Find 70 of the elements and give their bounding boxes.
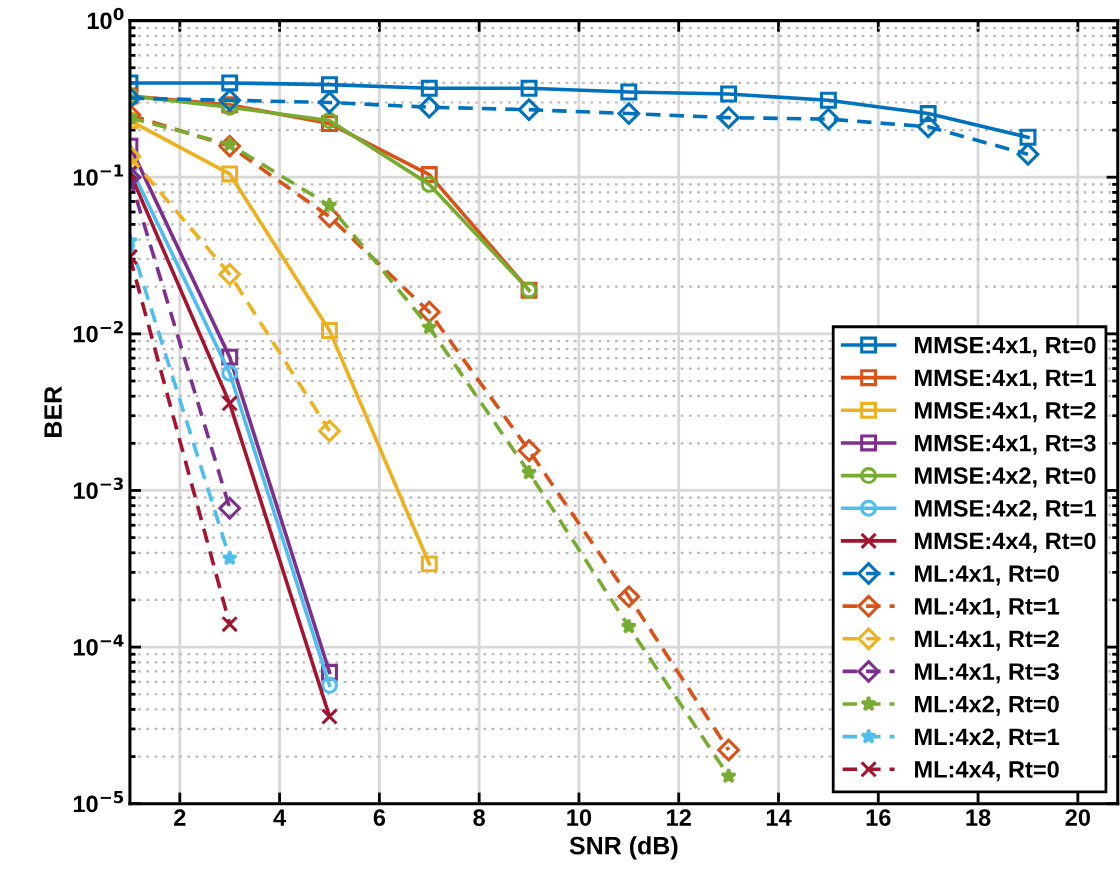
point	[916, 115, 940, 139]
point	[221, 74, 239, 92]
point	[919, 105, 937, 123]
x-tick-label: 18	[966, 809, 991, 826]
point	[717, 106, 740, 130]
legend-label: MMSE:4x1, Rt=3	[915, 434, 1096, 455]
point	[517, 98, 541, 122]
point	[420, 175, 438, 193]
point	[218, 88, 242, 112]
point	[520, 79, 538, 97]
point	[221, 394, 239, 412]
y-tick-label: 10$^{−3}$	[73, 477, 123, 500]
legend-label: ML:4x1, Rt=3	[915, 663, 1059, 684]
legend-label: ML:4x2, Rt=1	[915, 728, 1060, 749]
point	[221, 364, 239, 382]
point	[517, 439, 541, 462]
point	[318, 419, 341, 443]
point	[520, 464, 538, 480]
legend-label: MMSE:4x1, Rt=1	[915, 369, 1096, 390]
point	[620, 83, 638, 101]
y-tick-label: 10$^{0}$	[87, 7, 124, 30]
legend-label: ML:4x1, Rt=0	[915, 565, 1059, 586]
point	[617, 585, 641, 608]
point	[420, 555, 438, 573]
x-axis-title: SNR (dB)	[569, 836, 678, 860]
point	[321, 76, 338, 94]
y-tick-label: 10$^{−2}$	[73, 320, 123, 343]
x-tick-label: 12	[667, 809, 691, 826]
point	[720, 767, 737, 784]
point	[321, 676, 338, 694]
legend-label: MMSE:4x1, Rt=0	[915, 336, 1096, 357]
legend-label: ML:4x4, Rt=0	[915, 761, 1059, 782]
point	[417, 95, 441, 119]
point	[1016, 142, 1040, 166]
legend-label: MMSE:4x4, Rt=0	[915, 532, 1096, 553]
point	[817, 107, 840, 131]
point	[617, 102, 641, 125]
legend-label: MMSE:4x1, Rt=2	[915, 402, 1096, 423]
point	[421, 318, 438, 335]
point	[819, 91, 837, 109]
point	[218, 262, 242, 286]
point	[321, 322, 338, 339]
point	[221, 165, 239, 183]
point	[417, 300, 441, 324]
legend-label: ML:4x1, Rt=2	[915, 630, 1059, 651]
point	[321, 708, 338, 726]
x-tick-label: 14	[766, 809, 792, 826]
x-tick-label: 8	[473, 809, 485, 826]
point	[420, 79, 438, 97]
y-axis-title: BER	[44, 386, 62, 437]
point	[720, 85, 738, 103]
legend-label: ML:4x2, Rt=0	[915, 695, 1059, 716]
x-tick-label: 20	[1065, 809, 1091, 826]
legend-label: ML:4x1, Rt=1	[915, 598, 1060, 619]
y-tick-label: 10$^{−4}$	[73, 634, 124, 656]
point	[318, 91, 341, 114]
point	[218, 134, 242, 158]
point	[321, 197, 338, 213]
point	[717, 738, 740, 762]
x-tick-label: 10	[567, 809, 592, 826]
x-tick-label: 16	[866, 809, 891, 826]
x-tick-label: 6	[373, 809, 386, 826]
x-tick-label: 2	[174, 809, 186, 826]
x-tick-label: 4	[273, 809, 287, 826]
y-tick-label: 10$^{−1}$	[73, 164, 124, 186]
point	[1019, 128, 1037, 146]
y-tick-label: 10$^{−5}$	[73, 791, 124, 813]
legend-label: MMSE:4x2, Rt=0	[915, 467, 1096, 488]
legend-label: MMSE:4x2, Rt=1	[915, 500, 1096, 521]
point	[620, 618, 637, 634]
